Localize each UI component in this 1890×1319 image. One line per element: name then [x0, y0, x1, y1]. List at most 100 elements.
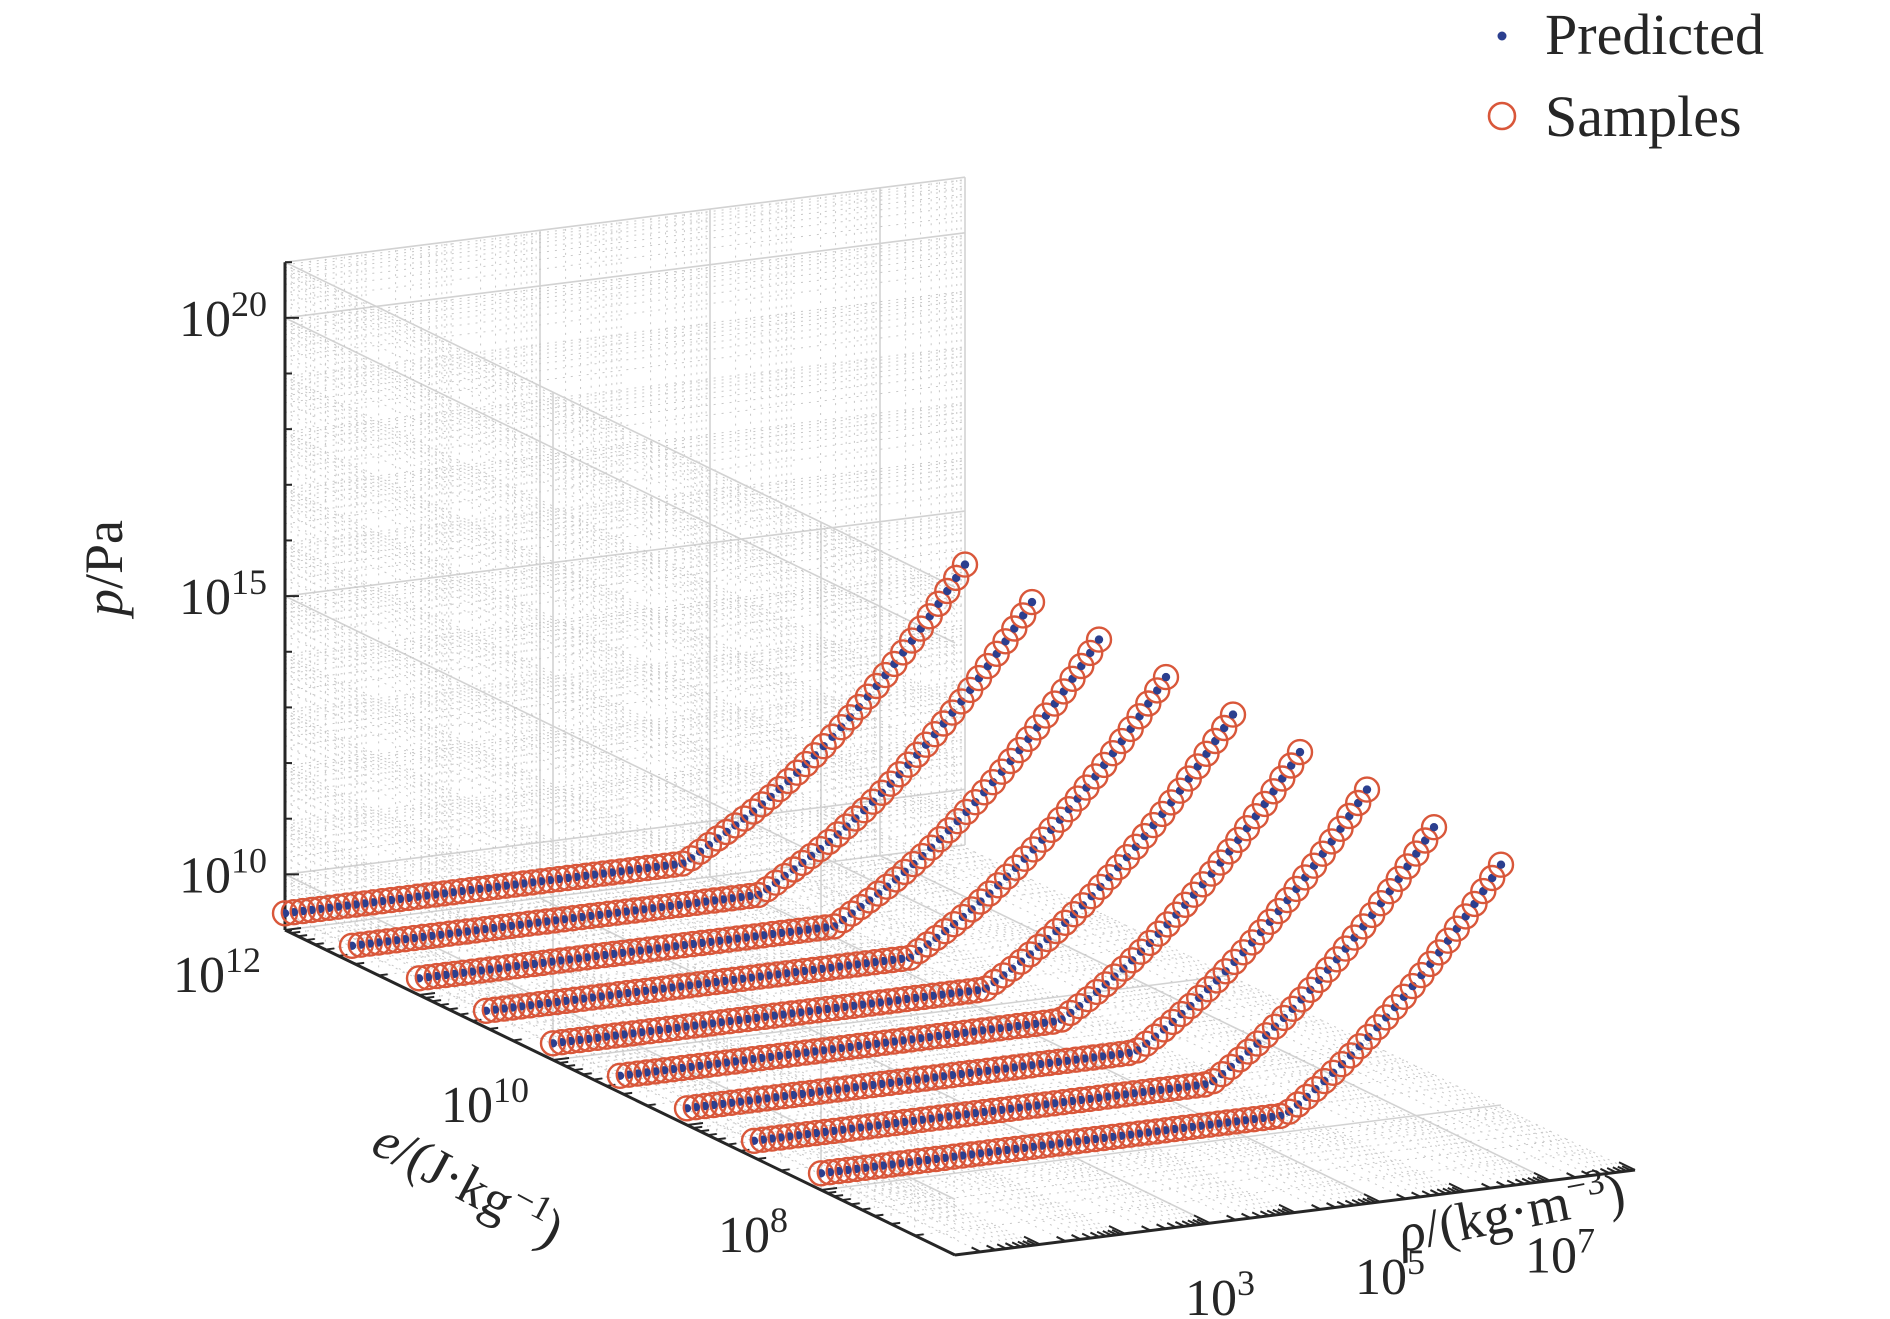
sample-point: [1355, 1023, 1382, 1051]
wall-minor-grid: [284, 463, 966, 550]
sample-point: [1302, 1075, 1329, 1103]
rho-minor-tick: [1617, 1165, 1628, 1172]
wall-minor-grid: [284, 401, 966, 488]
rho-minor-tick: [1196, 1218, 1207, 1225]
e-minor-tick: [297, 934, 308, 938]
sample-point: [731, 805, 758, 832]
sample-point: [990, 962, 1017, 989]
sample-point: [1171, 891, 1199, 918]
predicted-point: [846, 713, 855, 722]
rho-minor-tick: [1141, 1225, 1152, 1232]
rho-major-tick: [1363, 1193, 1381, 1203]
sample-point: [1076, 639, 1104, 667]
wall-minor-grid: [284, 627, 966, 714]
legend-predicted-marker: [1497, 31, 1507, 41]
legend-samples-label: Samples: [1545, 84, 1742, 149]
rho-minor-tick: [1612, 1166, 1623, 1173]
wall-minor-grid: [284, 404, 966, 491]
sample-point: [1311, 1067, 1338, 1095]
sample-point: [1145, 920, 1172, 947]
sample-point: [1199, 1067, 1227, 1095]
sample-point: [1284, 1091, 1312, 1118]
predicted-point: [1315, 975, 1324, 985]
wall-minor-grid: [284, 382, 966, 469]
wall-minor-grid: [284, 244, 966, 331]
sample-point: [1353, 776, 1381, 803]
wall-minor-grid: [284, 523, 956, 850]
sample-point: [780, 856, 807, 883]
sample-point: [1275, 1098, 1303, 1125]
wall-minor-grid: [284, 407, 966, 494]
predicted-point: [1239, 948, 1248, 957]
rho-minor-tick: [1496, 1180, 1506, 1188]
predicted-point: [1027, 597, 1037, 607]
wall-minor-grid: [284, 372, 966, 459]
sample-point: [1411, 827, 1439, 854]
wall-minor-grid: [284, 411, 956, 738]
rho-major-tick: [1448, 1182, 1466, 1193]
wall-minor-grid: [284, 437, 956, 764]
wall-minor-grid: [284, 193, 966, 280]
wall-minor-grid: [284, 574, 966, 661]
predicted-point: [1382, 1013, 1391, 1022]
predicted-point: [1373, 1023, 1382, 1032]
sample-point: [1478, 864, 1506, 892]
wall-minor-grid: [284, 578, 956, 905]
rho-minor-tick: [1241, 1212, 1251, 1219]
sample-point: [762, 869, 790, 896]
e-minor-tick: [756, 1156, 767, 1160]
sample-point: [753, 876, 781, 903]
sample-point: [1364, 1014, 1391, 1041]
grid-layer: [284, 176, 1632, 1253]
rho-minor-tick: [1442, 1187, 1453, 1194]
e-minor-tick: [354, 961, 365, 965]
right-wall-grid-p: [284, 232, 966, 319]
sample-point: [1016, 941, 1044, 968]
sample-point: [1152, 663, 1180, 691]
sample-point: [1288, 986, 1315, 1013]
sample-point: [1297, 976, 1324, 1003]
wall-minor-grid: [284, 254, 966, 341]
e-minor-tick: [459, 1012, 469, 1016]
rho-minor-tick: [1421, 1190, 1432, 1197]
wall-minor-grid: [284, 772, 966, 859]
wall-minor-grid: [284, 360, 966, 447]
wall-minor-grid: [284, 322, 956, 649]
wall-minor-grid: [284, 290, 966, 377]
predicted-point: [980, 788, 989, 797]
sample-point: [1074, 986, 1102, 1013]
sample-point: [1238, 929, 1266, 956]
sample-point: [896, 944, 924, 971]
sample-point: [789, 849, 816, 877]
sample-point: [686, 838, 714, 865]
sample-point: [1065, 993, 1093, 1020]
rho-minor-tick: [1272, 1208, 1283, 1216]
sample-point: [784, 759, 811, 786]
wall-minor-grid: [284, 411, 966, 498]
wall-minor-grid: [284, 428, 966, 515]
rho-minor-tick: [1366, 1197, 1377, 1204]
p-tick-label: 1020: [179, 284, 267, 348]
wall-minor-grid: [284, 791, 966, 878]
sample-point: [1217, 1053, 1245, 1081]
wall-minor-grid: [284, 365, 966, 452]
sample-point: [1420, 814, 1448, 841]
rho-minor-tick: [1429, 1189, 1440, 1196]
sample-point: [886, 761, 913, 788]
sample-point: [1037, 816, 1065, 843]
predicted-point: [1323, 965, 1333, 974]
predicted-point: [1181, 900, 1190, 909]
sample-point: [1101, 963, 1128, 990]
wall-minor-grid: [284, 506, 956, 833]
e-minor-tick: [646, 1103, 656, 1107]
predicted-point: [960, 560, 970, 569]
e-major-tick: [418, 992, 436, 996]
sample-point: [1177, 992, 1204, 1020]
rho-tick-label: 103: [1185, 1263, 1255, 1319]
legend-samples-marker: [1487, 101, 1517, 131]
sample-point: [1135, 690, 1162, 717]
sample-point: [851, 797, 878, 824]
predicted-point: [1189, 890, 1199, 899]
sample-point: [1002, 854, 1030, 881]
rho-minor-tick: [1174, 1221, 1185, 1228]
